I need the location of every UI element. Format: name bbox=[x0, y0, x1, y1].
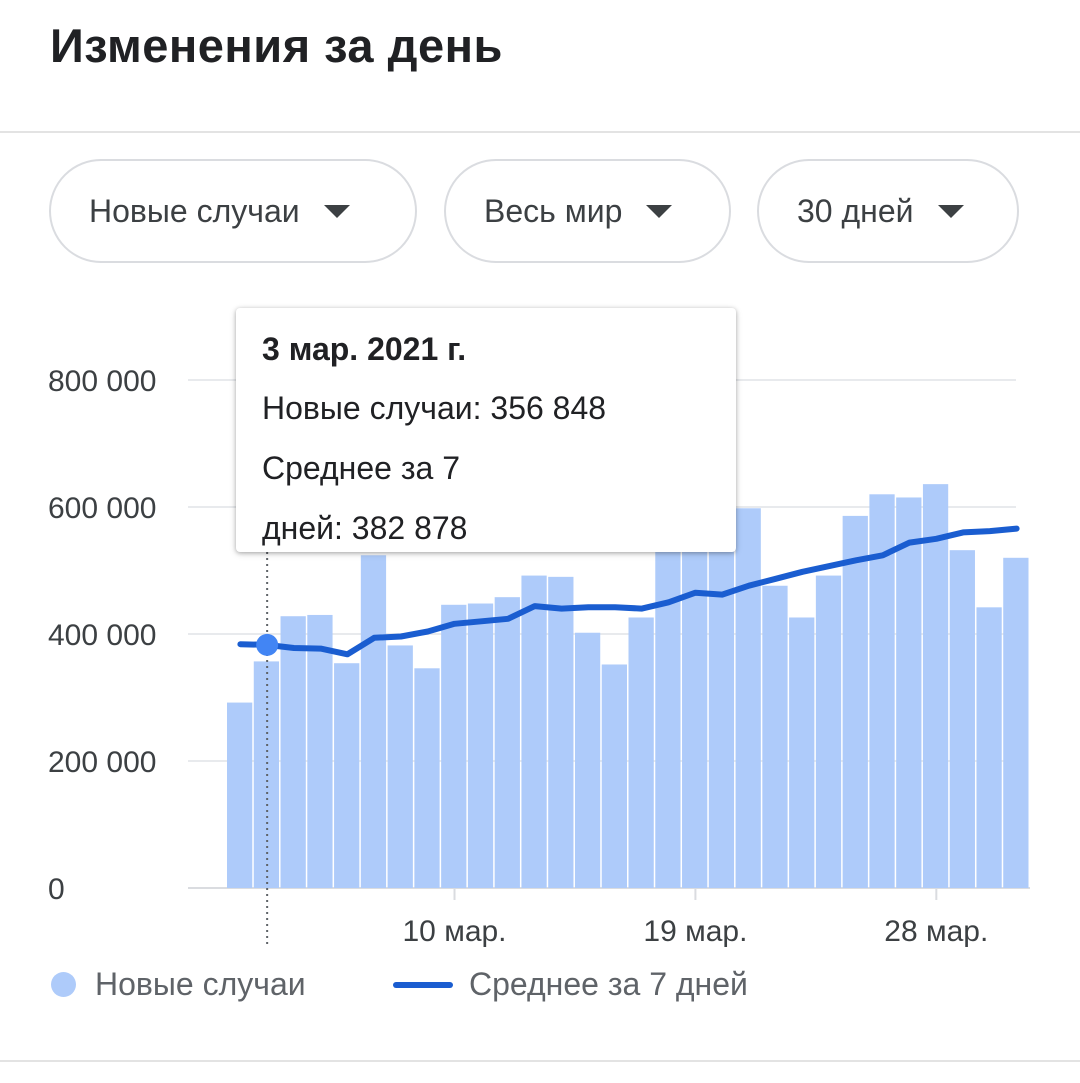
tooltip-date: 3 мар. 2021 г. bbox=[262, 331, 467, 367]
x-tick-label: 28 мар. bbox=[884, 915, 988, 948]
bar-new-cases[interactable] bbox=[467, 603, 494, 888]
bar-new-cases[interactable] bbox=[574, 632, 601, 888]
tooltip-average-label: Среднее за 7 bbox=[262, 450, 460, 486]
hover-point bbox=[256, 633, 279, 656]
tooltip-new-cases: Новые случаи: 356 848 bbox=[262, 390, 607, 426]
region-dropdown-label: Весь мир bbox=[484, 192, 623, 229]
y-tick-label: 200 000 bbox=[48, 746, 156, 779]
legend-item-new-cases[interactable]: Новые случаи bbox=[51, 966, 306, 1003]
legend-line-icon bbox=[393, 981, 453, 988]
bar-new-cases[interactable] bbox=[334, 663, 360, 888]
x-tick-label: 19 мар. bbox=[643, 915, 747, 948]
bar-new-cases[interactable] bbox=[842, 515, 868, 888]
bar-new-cases[interactable] bbox=[815, 575, 842, 888]
bar-new-cases[interactable] bbox=[976, 607, 1002, 888]
y-tick-label: 800 000 bbox=[48, 365, 156, 398]
bar-new-cases[interactable] bbox=[789, 617, 815, 888]
footer-divider bbox=[0, 1060, 1080, 1062]
y-tick-label: 400 000 bbox=[48, 619, 156, 652]
bar-new-cases[interactable] bbox=[682, 534, 708, 888]
bar-new-cases[interactable] bbox=[307, 614, 333, 888]
bar-new-cases[interactable] bbox=[441, 604, 467, 888]
caret-down-icon bbox=[323, 204, 350, 218]
bar-new-cases[interactable] bbox=[655, 535, 681, 888]
bar-new-cases[interactable] bbox=[280, 616, 306, 888]
chart-bars bbox=[227, 484, 1029, 888]
legend-label-new-cases: Новые случаи bbox=[95, 966, 306, 1002]
legend-label-average: Среднее за 7 дней bbox=[469, 966, 748, 1002]
bar-new-cases[interactable] bbox=[601, 664, 627, 888]
bar-new-cases[interactable] bbox=[494, 597, 520, 888]
tooltip-average-value: дней: 382 878 bbox=[262, 510, 468, 546]
bar-new-cases[interactable] bbox=[735, 508, 761, 888]
y-tick-label: 0 bbox=[48, 873, 65, 906]
page-title: Изменения за день bbox=[50, 19, 503, 72]
bar-new-cases[interactable] bbox=[387, 645, 413, 888]
metric-dropdown[interactable]: Новые случаи bbox=[49, 159, 417, 263]
header-divider bbox=[0, 131, 1080, 133]
bar-new-cases[interactable] bbox=[896, 497, 922, 888]
line-7-day-average[interactable] bbox=[237, 525, 1020, 658]
region-dropdown[interactable]: Весь мир bbox=[444, 159, 731, 263]
bar-new-cases[interactable] bbox=[227, 702, 253, 888]
caret-down-icon bbox=[937, 204, 964, 218]
y-tick-label: 600 000 bbox=[48, 492, 156, 525]
chart-axis-labels: 0 200 000 400 000 600 000 800 000 10 мар. 19 м… bbox=[48, 365, 988, 948]
legend-item-average[interactable]: Среднее за 7 дней bbox=[393, 966, 748, 1003]
x-tick-label: 10 мар. bbox=[402, 915, 506, 948]
chart-average-line bbox=[237, 525, 1020, 658]
bar-new-cases[interactable] bbox=[762, 585, 788, 888]
chart-tooltip: 3 мар. 2021 г. Новые случаи: 356 848 Сре… bbox=[236, 308, 736, 552]
bar-new-cases[interactable] bbox=[949, 550, 975, 888]
metric-dropdown-label: Новые случаи bbox=[89, 192, 300, 229]
bar-new-cases[interactable] bbox=[360, 555, 387, 888]
bar-new-cases[interactable] bbox=[521, 575, 547, 888]
bar-new-cases[interactable] bbox=[414, 668, 440, 888]
bar-new-cases[interactable] bbox=[922, 484, 949, 888]
daily-cases-chart[interactable]: 0 200 000 400 000 600 000 800 000 10 мар. 19 м… bbox=[0, 0, 1080, 1000]
caret-down-icon bbox=[646, 204, 673, 218]
range-dropdown-label: 30 дней bbox=[797, 192, 914, 229]
bar-new-cases[interactable] bbox=[1003, 557, 1029, 888]
bar-new-cases[interactable] bbox=[548, 576, 574, 888]
legend-dot-icon bbox=[51, 972, 76, 997]
bar-new-cases[interactable] bbox=[628, 617, 654, 888]
chart-hover-indicator bbox=[256, 540, 279, 944]
range-dropdown[interactable]: 30 дней bbox=[757, 159, 1019, 263]
